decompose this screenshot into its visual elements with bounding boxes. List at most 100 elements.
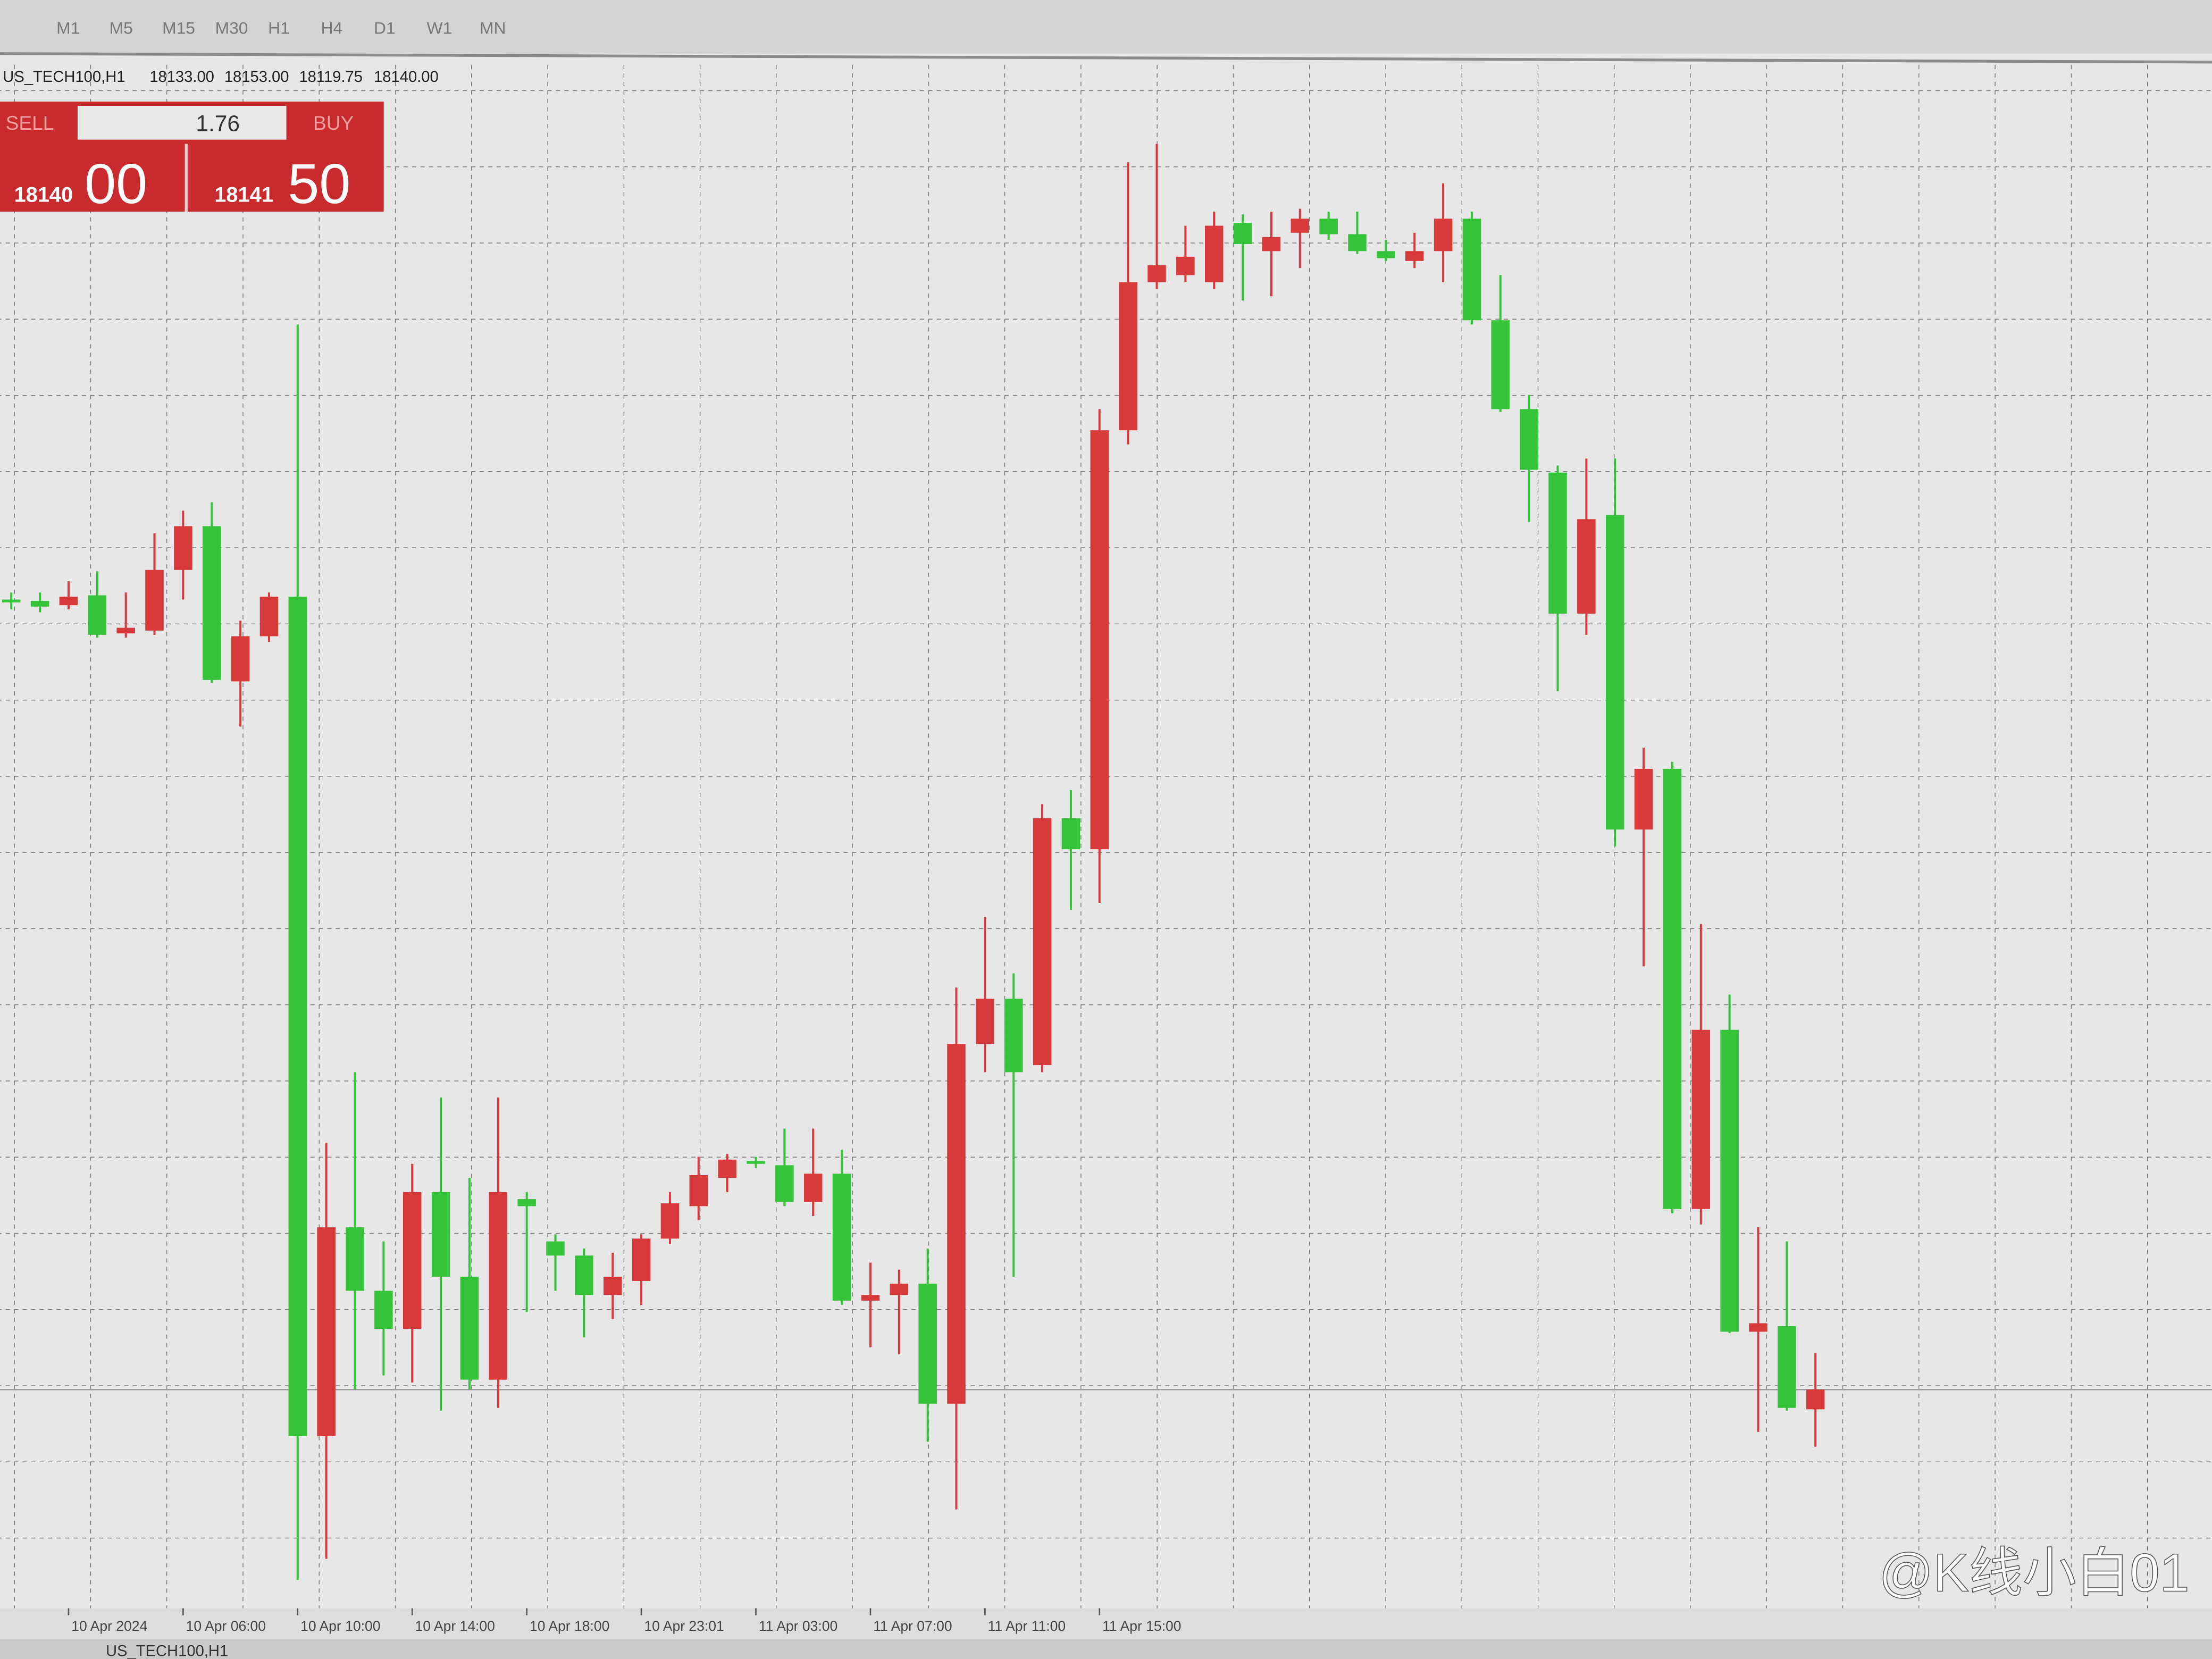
candle-body bbox=[1377, 251, 1395, 258]
sell-price-main: 18140 bbox=[14, 183, 73, 206]
timeframe-button[interactable]: MN bbox=[480, 19, 506, 38]
trade-panel: SELL BUY 1.76 18140 00 18141 50 bbox=[0, 102, 384, 215]
timeframe-button[interactable]: W1 bbox=[427, 19, 453, 38]
buy-button[interactable]: BUY bbox=[313, 112, 354, 134]
candle-body bbox=[231, 636, 250, 682]
candle-body bbox=[1147, 265, 1166, 282]
candle-body bbox=[890, 1284, 909, 1295]
candle-body bbox=[718, 1159, 736, 1178]
x-tick-label: 11 Apr 15:00 bbox=[1102, 1618, 1181, 1634]
candle-body bbox=[2, 599, 21, 602]
candle-body bbox=[30, 601, 49, 607]
candle-body bbox=[803, 1174, 823, 1202]
candle-body bbox=[88, 595, 107, 635]
candle-body bbox=[259, 597, 279, 636]
x-tick-label: 10 Apr 06:00 bbox=[186, 1618, 266, 1634]
ohlc-value: 18119.75 bbox=[299, 69, 363, 86]
candle-body bbox=[1520, 409, 1538, 470]
timeframe-button[interactable]: D1 bbox=[374, 19, 396, 38]
timeframe-button[interactable]: M5 bbox=[110, 19, 133, 38]
candle-body bbox=[1061, 818, 1080, 850]
candle-body bbox=[775, 1165, 794, 1202]
candle-body bbox=[1176, 256, 1195, 275]
ohlc-value: 18133.00 bbox=[149, 69, 214, 86]
candle-body bbox=[1233, 223, 1252, 244]
toolbar bbox=[0, 0, 2212, 54]
timeframe-button[interactable]: M1 bbox=[56, 19, 80, 38]
candle-body bbox=[59, 597, 78, 606]
x-tick-label: 10 Apr 2024 bbox=[71, 1618, 147, 1634]
candle-body bbox=[1204, 225, 1224, 282]
x-tick-label: 10 Apr 23:01 bbox=[644, 1618, 724, 1634]
candle-body bbox=[1262, 237, 1281, 252]
candle-body bbox=[1548, 472, 1567, 614]
candle-body bbox=[1634, 768, 1653, 830]
timeframe-button[interactable]: H4 bbox=[321, 19, 343, 38]
ohlc-value: 18153.00 bbox=[224, 69, 289, 86]
candle-body bbox=[374, 1291, 393, 1329]
chart-tab[interactable]: US_TECH100,H1 bbox=[106, 1643, 228, 1659]
candle-body bbox=[489, 1192, 508, 1380]
candle-body bbox=[346, 1227, 364, 1291]
candle-body bbox=[517, 1199, 536, 1206]
candle-body bbox=[174, 526, 192, 570]
candle-body bbox=[546, 1241, 565, 1256]
buy-price-big: 50 bbox=[288, 153, 350, 215]
candle-body bbox=[1348, 234, 1367, 252]
plot bbox=[0, 144, 2212, 1580]
timeframe-button[interactable]: H1 bbox=[268, 19, 290, 38]
candle-body bbox=[689, 1175, 708, 1206]
candle-body bbox=[1405, 251, 1424, 261]
candle-body bbox=[1033, 818, 1052, 1066]
x-tick-label: 11 Apr 03:00 bbox=[759, 1618, 837, 1634]
candle-body bbox=[1434, 219, 1453, 252]
candle-body bbox=[145, 569, 164, 631]
watermark: @K线小白01 bbox=[1879, 1544, 2189, 1603]
candle-body bbox=[403, 1192, 422, 1329]
candle-body bbox=[1778, 1326, 1796, 1408]
candle-body bbox=[918, 1284, 937, 1404]
candle-body bbox=[1720, 1029, 1739, 1332]
volume: 1.76 bbox=[196, 111, 240, 136]
candle-body bbox=[460, 1277, 479, 1380]
timeframe-button[interactable]: M30 bbox=[215, 19, 248, 38]
candle-body bbox=[288, 597, 307, 1436]
candle-body bbox=[116, 627, 135, 634]
ohlc-value: 18140.00 bbox=[374, 69, 439, 86]
x-tick-label: 10 Apr 18:00 bbox=[530, 1618, 609, 1634]
candle-body bbox=[1004, 999, 1023, 1073]
timeframe-bar: M1 M5 M15 M30 H1 H4 D1 W1 MN bbox=[56, 19, 506, 38]
candle-body bbox=[1319, 219, 1338, 234]
candle-body bbox=[632, 1238, 651, 1281]
candle-body bbox=[575, 1255, 593, 1295]
sell-button[interactable]: SELL bbox=[6, 112, 54, 134]
candle-body bbox=[747, 1161, 765, 1164]
time-axis bbox=[0, 1608, 2212, 1639]
candle-body bbox=[1605, 515, 1624, 830]
x-tick-label: 10 Apr 14:00 bbox=[415, 1618, 495, 1634]
x-tick-label: 11 Apr 11:00 bbox=[988, 1618, 1066, 1634]
candle-body bbox=[1462, 219, 1481, 321]
symbol-title: US_TECH100,H1 bbox=[3, 69, 125, 86]
x-tick-label: 10 Apr 10:00 bbox=[300, 1618, 380, 1634]
candle-body bbox=[947, 1044, 966, 1404]
candle-body bbox=[1806, 1389, 1825, 1410]
candle-body bbox=[660, 1203, 680, 1239]
candle-body bbox=[832, 1174, 851, 1301]
candle-body bbox=[603, 1277, 622, 1295]
candle-body bbox=[1749, 1323, 1767, 1332]
x-tick-label: 11 Apr 07:00 bbox=[873, 1618, 952, 1634]
ohlc-readout: 18133.00 18153.00 18119.75 18140.00 bbox=[149, 69, 439, 86]
x-axis: 10 Apr 2024 10 Apr 06:00 10 Apr 10:00 10 Ap… bbox=[68, 1608, 1182, 1634]
volume-field[interactable] bbox=[77, 105, 287, 140]
candle-body bbox=[976, 999, 994, 1044]
candle-body bbox=[1491, 320, 1510, 409]
candle-body bbox=[431, 1192, 450, 1277]
candle-body bbox=[202, 526, 221, 680]
candle-body bbox=[1691, 1029, 1711, 1209]
timeframe-button[interactable]: M15 bbox=[162, 19, 195, 38]
candle-body bbox=[1577, 519, 1596, 614]
candle-body bbox=[861, 1295, 880, 1301]
